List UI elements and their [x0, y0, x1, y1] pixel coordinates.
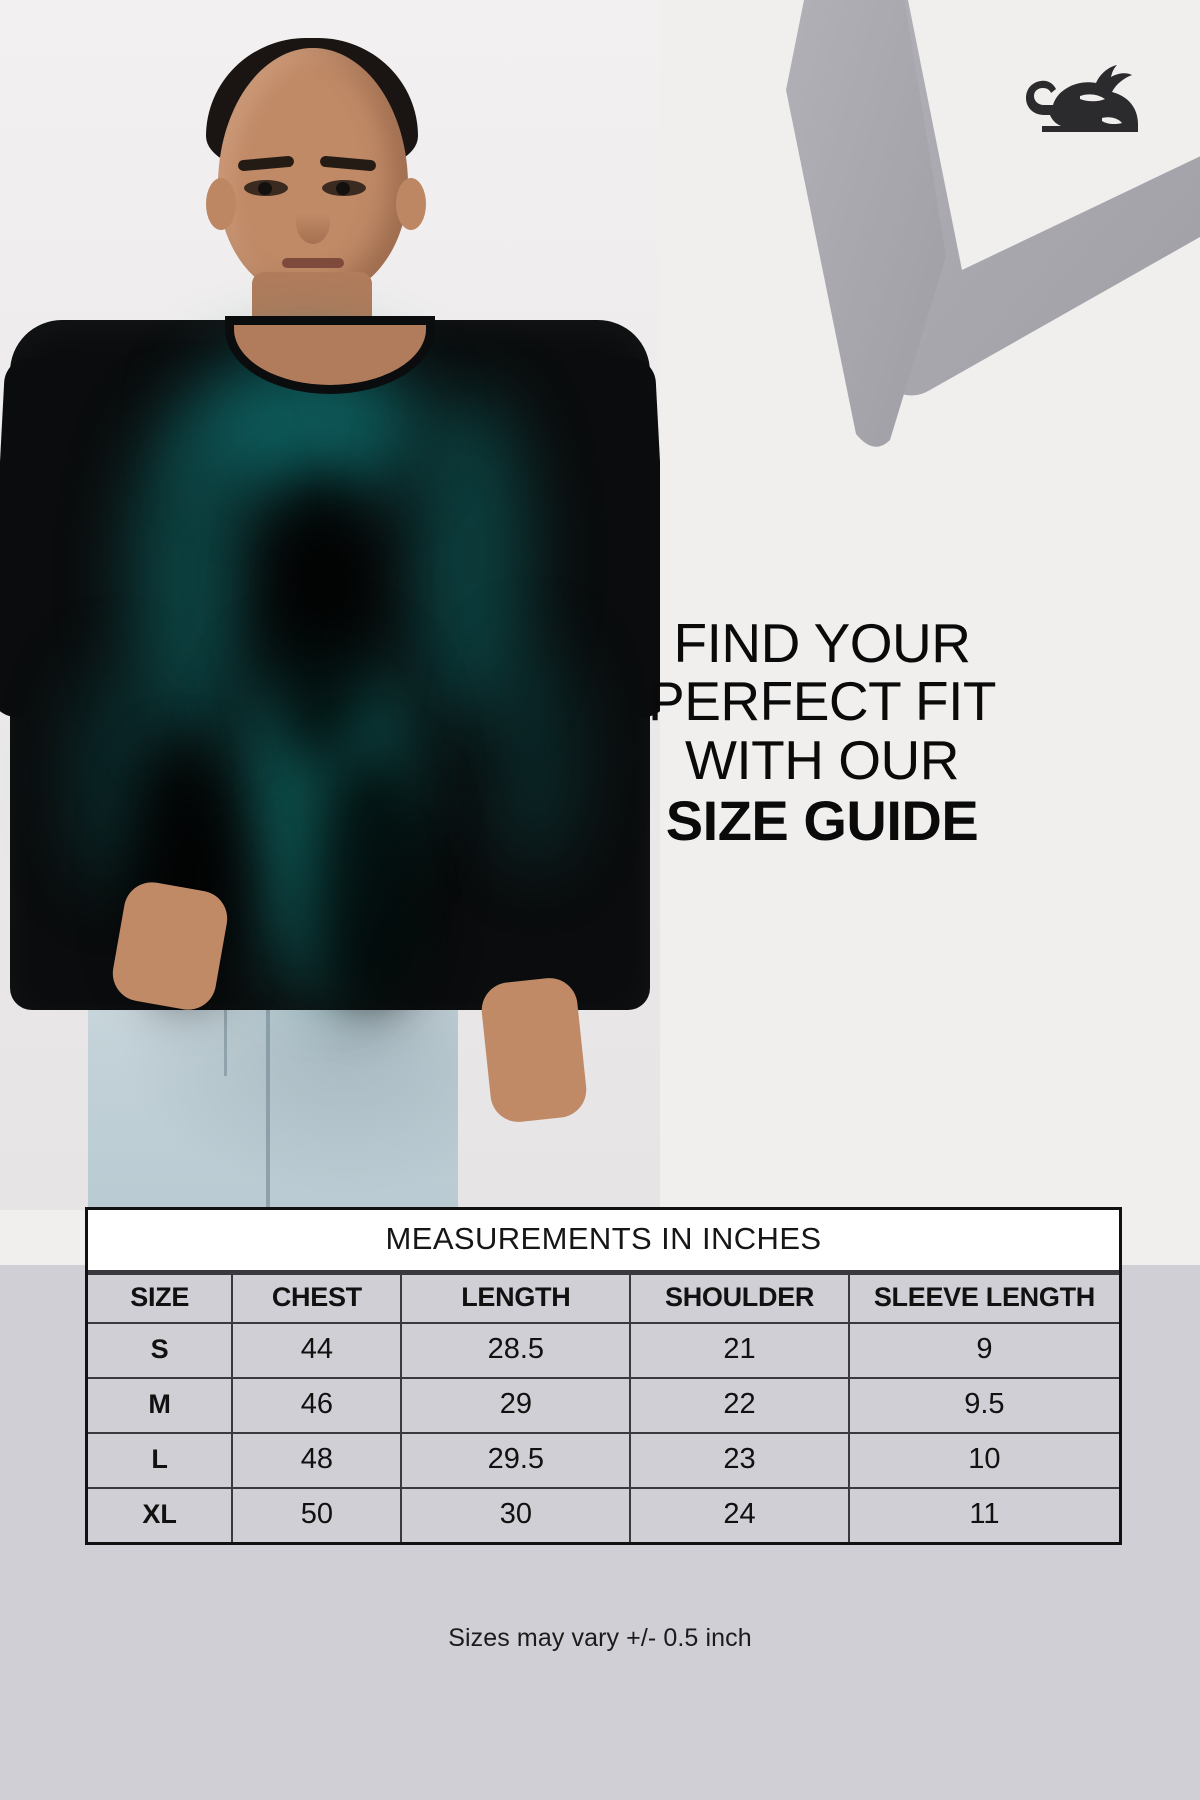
cell-length: 29.5 [400, 1432, 632, 1489]
cell-sleeve: 10 [847, 1432, 1119, 1489]
headline-line-3: WITH OUR [684, 728, 960, 791]
cell-sleeve: 9 [847, 1322, 1119, 1379]
product-tshirt [0, 316, 660, 1010]
cell-length: 30 [400, 1487, 632, 1542]
cell-size: S [88, 1322, 234, 1379]
cell-sleeve: 9.5 [847, 1377, 1119, 1434]
cell-chest: 50 [231, 1487, 403, 1542]
model-eye-left [244, 180, 288, 196]
cell-size: L [88, 1432, 234, 1489]
cell-sleeve: 11 [847, 1487, 1119, 1542]
headline-line-2: PERFECT FIT [648, 670, 996, 733]
model-mouth [282, 258, 344, 268]
cell-shoulder: 24 [629, 1487, 850, 1542]
model-head [218, 48, 408, 298]
column-header-chest: CHEST [231, 1273, 403, 1323]
model-hand-right [478, 975, 590, 1125]
table-row: M 46 29 22 9.5 [88, 1377, 1119, 1434]
cell-length: 29 [400, 1377, 632, 1434]
column-header-length: LENGTH [400, 1273, 632, 1323]
column-header-shoulder: SHOULDER [629, 1273, 850, 1323]
model-ear-right [396, 178, 426, 230]
cell-chest: 44 [231, 1322, 403, 1379]
cell-size: XL [88, 1487, 234, 1542]
table-header-row: SIZE CHEST LENGTH SHOULDER SLEEVE LENGTH [88, 1273, 1119, 1323]
headline-block: FIND YOUR PERFECT FIT WITH OUR SIZE GUID… [612, 612, 1032, 852]
cell-chest: 48 [231, 1432, 403, 1489]
table-row: S 44 28.5 21 9 [88, 1322, 1119, 1379]
cell-shoulder: 23 [629, 1432, 850, 1489]
table-row: L 48 29.5 23 10 [88, 1432, 1119, 1489]
rabbit-logo-icon [1020, 62, 1152, 148]
size-chart: MEASUREMENTS IN INCHES SIZE CHEST LENGTH… [85, 1207, 1122, 1545]
headline-line-1: FIND YOUR [673, 612, 971, 674]
model-ear-left [206, 178, 236, 230]
cell-chest: 46 [231, 1377, 403, 1434]
cell-size: M [88, 1377, 234, 1434]
model-nose [296, 200, 330, 244]
headline-emphasis: SIZE GUIDE [665, 788, 979, 852]
model-photo [0, 0, 660, 1210]
column-header-sleeve-length: SLEEVE LENGTH [847, 1273, 1119, 1323]
cell-shoulder: 21 [629, 1322, 850, 1379]
column-header-size: SIZE [88, 1273, 234, 1323]
size-variance-note: Sizes may vary +/- 0.5 inch [448, 1624, 752, 1652]
model-eye-right [322, 180, 366, 196]
cell-length: 28.5 [400, 1322, 632, 1379]
size-chart-title: MEASUREMENTS IN INCHES [88, 1210, 1119, 1273]
table-row: XL 50 30 24 11 [88, 1487, 1119, 1542]
model-hand-left [108, 877, 232, 1015]
size-chart-table: SIZE CHEST LENGTH SHOULDER SLEEVE LENGTH… [88, 1273, 1119, 1542]
cell-shoulder: 22 [629, 1377, 850, 1434]
